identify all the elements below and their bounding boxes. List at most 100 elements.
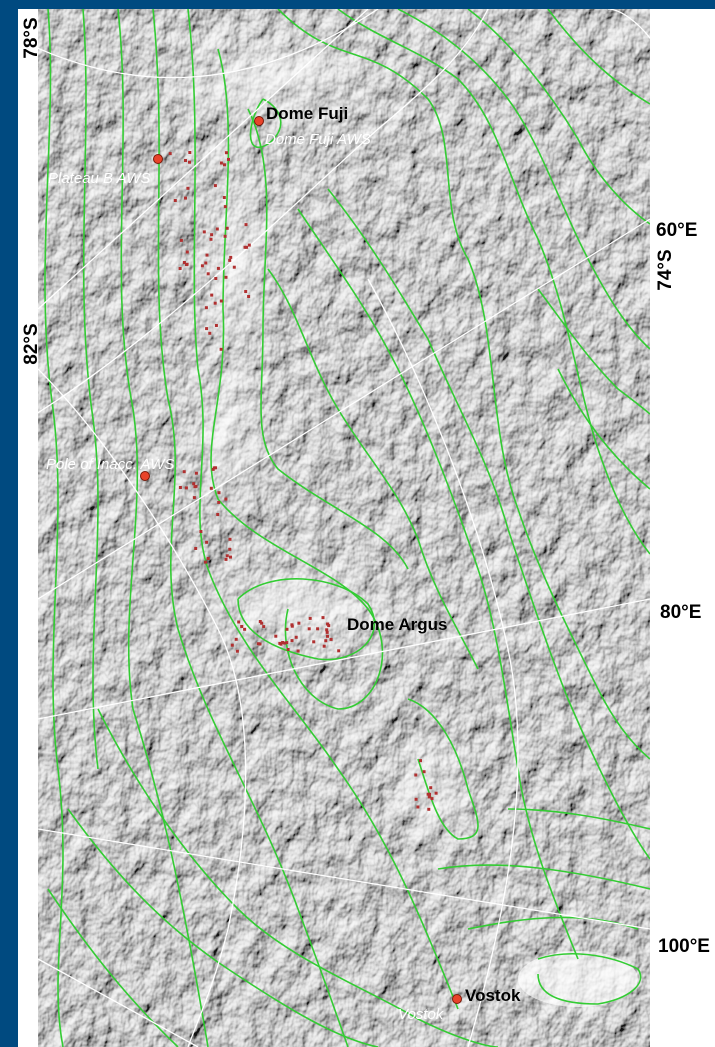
sample-point xyxy=(285,641,289,645)
sample-point xyxy=(179,238,183,242)
sample-point xyxy=(168,152,172,156)
sample-point xyxy=(225,226,229,230)
sample-point xyxy=(214,324,218,327)
sample-point xyxy=(230,643,234,647)
sample-point xyxy=(205,253,209,257)
sample-point xyxy=(240,625,244,628)
sample-point xyxy=(192,496,196,500)
sample-point xyxy=(217,500,221,504)
sample-point xyxy=(294,635,298,639)
sample-point xyxy=(258,620,262,623)
sample-point xyxy=(427,807,431,811)
sample-point xyxy=(245,245,249,249)
sample-point xyxy=(184,159,187,162)
sample-point xyxy=(188,151,192,154)
sample-point xyxy=(216,513,220,516)
meridian-80e xyxy=(38,598,650,720)
sample-point xyxy=(213,301,217,305)
sample-point xyxy=(184,486,188,490)
graticule xyxy=(38,9,650,1047)
sample-point xyxy=(224,151,228,155)
station-vostok: Vostok Vostok xyxy=(398,986,521,1023)
sample-point xyxy=(256,642,260,646)
sample-point xyxy=(209,237,213,241)
sample-point xyxy=(262,625,266,629)
sample-point xyxy=(281,641,285,644)
sample-point xyxy=(327,624,331,628)
sample-point xyxy=(414,797,418,801)
frame-left-bar xyxy=(0,0,18,1047)
vostok-sublabel: Vostok xyxy=(398,1006,445,1023)
latitude-arc-78s xyxy=(38,9,379,79)
sample-point xyxy=(209,486,213,490)
sample-point xyxy=(414,773,418,777)
sample-point xyxy=(224,275,228,279)
sample-point xyxy=(223,234,227,238)
vostok-label: Vostok xyxy=(465,986,521,1005)
sample-point xyxy=(210,293,214,297)
sample-point xyxy=(188,160,191,164)
meridian-lower xyxy=(38,958,199,1047)
sample-point xyxy=(297,621,301,625)
plateau-b-marker xyxy=(153,154,163,164)
sample-point xyxy=(200,264,204,268)
sample-point xyxy=(419,759,422,763)
sample-point xyxy=(274,634,278,638)
sample-point xyxy=(204,261,208,265)
sample-point xyxy=(326,634,329,638)
sample-point xyxy=(194,471,198,475)
meridian-60e xyxy=(38,218,650,600)
sample-point xyxy=(229,555,232,559)
sample-point xyxy=(192,482,196,486)
sample-point xyxy=(182,261,186,264)
sample-point xyxy=(279,642,283,646)
sample-point xyxy=(219,347,223,351)
sample-point xyxy=(324,639,328,643)
sample-point xyxy=(213,184,217,188)
sample-point xyxy=(228,547,232,551)
sample-point xyxy=(429,786,433,790)
sample-point xyxy=(329,637,333,641)
vostok-marker xyxy=(452,994,462,1004)
latitude-arc-inner xyxy=(38,368,247,1047)
sample-point xyxy=(194,484,198,488)
dome-fuji-aws-label: Dome Fuji AWS xyxy=(265,131,371,148)
sample-point xyxy=(228,537,232,541)
sample-point xyxy=(247,243,251,247)
sample-point xyxy=(307,627,311,631)
sample-point xyxy=(325,630,329,634)
sample-point xyxy=(223,163,226,167)
sample-point xyxy=(206,557,210,560)
sample-point xyxy=(205,327,209,331)
latitude-label-78s: 78°S xyxy=(21,17,42,59)
sample-point xyxy=(285,627,289,631)
latitude-label-74s: 74°S xyxy=(655,249,676,291)
longitude-label-100e: 100°E xyxy=(658,936,710,957)
sample-point xyxy=(223,205,227,209)
sample-point xyxy=(202,230,206,234)
sample-point xyxy=(204,306,208,310)
sample-point xyxy=(185,250,189,254)
station-pole-of-inaccessibility: Pole of Inacc. AWS xyxy=(46,456,174,481)
sample-point xyxy=(210,233,214,237)
sample-point xyxy=(219,299,223,303)
longitude-label-60e: 60°E xyxy=(656,220,698,241)
sample-point xyxy=(258,642,262,646)
sample-point xyxy=(290,623,294,627)
sample-point xyxy=(422,770,426,774)
sample-point xyxy=(182,470,186,474)
sample-point xyxy=(427,795,431,799)
station-plateau-b: Plateau B AWS xyxy=(48,154,163,187)
sample-point xyxy=(216,266,220,270)
sample-point xyxy=(296,649,300,653)
sample-point xyxy=(235,649,239,653)
pole-of-inacc-aws-label: Pole of Inacc. AWS xyxy=(46,456,174,473)
sample-point xyxy=(204,560,207,564)
sample-point xyxy=(214,277,218,280)
sample-point xyxy=(224,557,228,561)
sample-point xyxy=(219,161,223,165)
sample-point xyxy=(234,637,238,641)
sample-point xyxy=(205,540,209,544)
sample-point xyxy=(232,265,236,269)
sample-point xyxy=(225,554,229,558)
